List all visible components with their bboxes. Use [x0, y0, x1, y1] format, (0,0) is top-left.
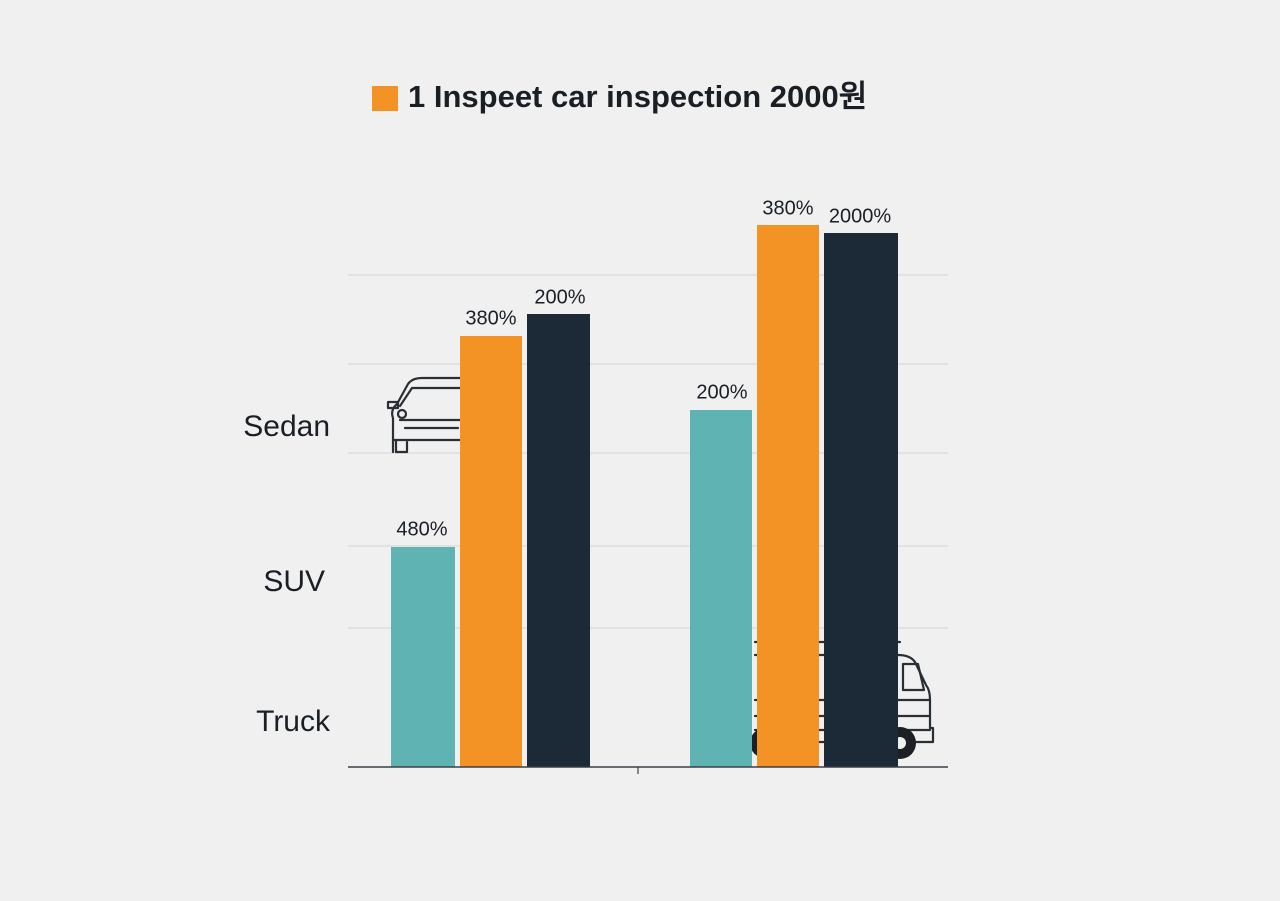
bar-label: 2000% — [829, 205, 891, 227]
bar-label: 480% — [396, 518, 447, 540]
legend-label: 1 Inspeet car inspection 2000원 — [408, 79, 867, 114]
bar — [757, 225, 819, 767]
bar-label: 200% — [534, 286, 585, 308]
row-label: SUV — [263, 565, 325, 598]
row-label: Truck — [256, 705, 331, 738]
bar — [824, 233, 898, 767]
row-label: Sedan — [243, 410, 330, 443]
bar-label: 380% — [762, 197, 813, 219]
bar-label: 380% — [465, 307, 516, 329]
legend-swatch — [372, 86, 398, 111]
bar — [527, 314, 590, 767]
sedan-icon — [386, 376, 462, 454]
bar — [690, 410, 752, 767]
bar — [460, 336, 522, 767]
bar-label: 200% — [696, 381, 747, 403]
bar — [391, 547, 455, 767]
